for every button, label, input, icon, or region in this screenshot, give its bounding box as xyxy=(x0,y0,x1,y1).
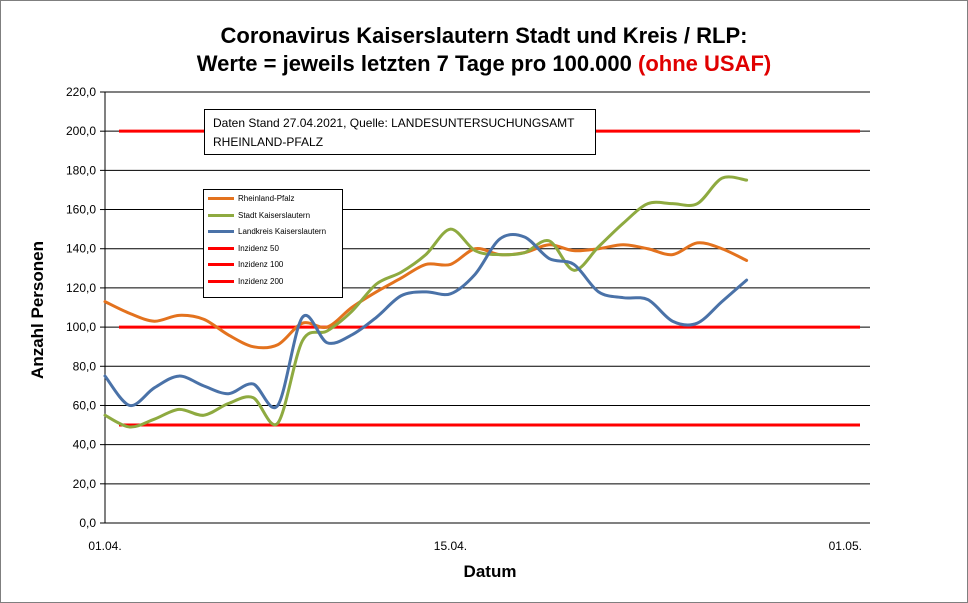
series-line xyxy=(103,233,749,410)
series-line xyxy=(103,175,749,429)
legend-item: Landkreis Kaiserslautern xyxy=(208,227,326,237)
y-tick-label: 180,0 xyxy=(66,163,96,177)
legend-swatch xyxy=(208,263,234,267)
legend-label: Rheinland-Pfalz xyxy=(238,194,295,203)
y-tick-label: 140,0 xyxy=(66,242,96,256)
x-tick-label: 01.05. xyxy=(829,539,862,553)
chart-title-line2-main: Werte = jeweils letzten 7 Tage pro 100.0… xyxy=(196,51,632,76)
chart-title-line1: Coronavirus Kaiserslautern Stadt und Kre… xyxy=(220,23,748,48)
y-tick-label: 120,0 xyxy=(66,281,96,295)
legend-swatch xyxy=(208,279,234,283)
legend-item: Inzidenz 50 xyxy=(208,244,279,254)
legend-label: Inzidenz 100 xyxy=(238,260,284,269)
y-tick-label: 100,0 xyxy=(66,320,96,334)
x-tick-label: 15.04. xyxy=(434,539,467,553)
y-tick-label: 60,0 xyxy=(73,398,97,412)
y-axis-label: Anzahl Personen xyxy=(28,241,47,379)
legend-item: Inzidenz 200 xyxy=(208,277,283,287)
source-note-line1: Daten Stand 27.04.2021, Quelle: LANDESUN… xyxy=(213,116,575,130)
legend-item: Inzidenz 100 xyxy=(208,260,283,270)
y-tick-label: 0,0 xyxy=(79,516,96,530)
y-tick-label: 160,0 xyxy=(66,203,96,217)
x-axis-label: Datum xyxy=(463,562,517,581)
legend-swatch xyxy=(208,197,234,201)
chart-title-highlight: (ohne USAF) xyxy=(638,51,772,76)
y-tick-label: 200,0 xyxy=(66,124,96,138)
legend-label: Inzidenz 200 xyxy=(238,276,284,286)
series-line xyxy=(103,241,749,350)
x-tick-label: 01.04. xyxy=(88,539,121,553)
y-tick-label: 20,0 xyxy=(73,477,97,491)
y-tick-label: 80,0 xyxy=(73,359,97,373)
source-note: Daten Stand 27.04.2021, Quelle: LANDESUN… xyxy=(204,109,596,155)
legend-item: Rheinland-Pfalz xyxy=(208,194,294,204)
source-note-line2: RHEINLAND-PFALZ xyxy=(213,135,324,149)
chart-title-line2: Werte = jeweils letzten 7 Tage pro 100.0… xyxy=(0,50,968,78)
legend-swatch xyxy=(208,246,234,250)
legend-item: Stadt Kaiserslautern xyxy=(208,211,310,221)
y-tick-label: 220,0 xyxy=(66,85,96,99)
y-tick-label: 40,0 xyxy=(73,438,97,452)
legend-label: Landkreis Kaiserslautern xyxy=(238,227,327,236)
legend-swatch xyxy=(208,213,234,217)
legend-label: Inzidenz 50 xyxy=(238,243,279,253)
chart-title: Coronavirus Kaiserslautern Stadt und Kre… xyxy=(0,22,968,78)
legend: Rheinland-Pfalz Stadt Kaiserslautern Landk… xyxy=(203,189,343,298)
legend-swatch xyxy=(208,230,234,234)
legend-label: Stadt Kaiserslautern xyxy=(238,210,311,220)
